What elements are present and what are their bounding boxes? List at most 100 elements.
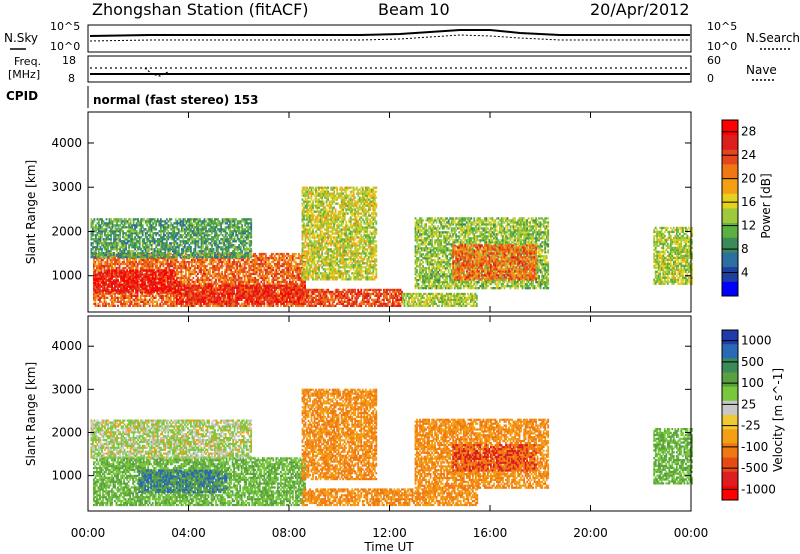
power-cells-cell-0 [98,269,100,271]
power-cells-cell-0 [202,277,204,279]
noise-left-tick-bottom: 10^0 [50,40,80,53]
power-cells-cell-0 [158,305,160,307]
power-cells-cell-0 [149,299,151,301]
power-cells-cell-0 [137,303,139,305]
power-cells-cell-0 [129,259,131,261]
power-cells-cell-0 [191,263,193,265]
power-cells-cell-0 [205,281,207,283]
power-cells-cell-0 [158,267,160,269]
power-cells-cell-0 [149,303,151,305]
power-cells-cell-0 [162,297,164,299]
power-cells-cell-0 [131,297,133,299]
power-cells-cell-0 [126,303,128,305]
power-cells-cell-0 [95,261,97,263]
power-cells-cell-0 [125,267,127,269]
power-cells-cell-0 [197,261,199,263]
power-cells-cell-0 [143,267,145,269]
power-cells-cell-0 [119,261,121,263]
power-cells-cell-0 [131,303,133,305]
freq-right-tick-bottom: 0 [707,72,714,85]
power-cells-cell-0 [98,259,100,261]
power-cells-cell-0 [98,267,100,269]
power-cells-cell-0 [107,259,109,261]
power-cells-cell-0 [218,281,220,283]
power-cells-cell-0 [203,263,205,265]
power-cells-cell-0 [214,277,216,279]
beam-label: Beam 10 [378,0,450,19]
power-cells-cell-0 [111,265,113,267]
power-cells-cell-0 [205,267,207,269]
power-cells-cell-0 [98,299,100,301]
power-cells-cell-0 [137,297,139,299]
power-cells-cell-0 [167,303,169,305]
power-cells-cell-0 [123,259,125,261]
power-cells-cell-0 [98,303,100,305]
power-cells-cell-0 [206,275,208,277]
power-cells-cell-0 [131,301,133,303]
power-cells-cell-0 [182,271,184,273]
power-cells-cell-0 [102,259,104,261]
power-cells-cell-0 [105,301,107,303]
power-cells-cell-0 [101,269,103,271]
power-cells-cell-0 [138,303,140,305]
power-cells-cell-0 [218,267,220,269]
power-cells-cell-0 [135,259,137,261]
power-cells-cell-0 [98,297,100,299]
power-cells-cell-0 [215,279,217,281]
power-cells-cell-0 [206,265,208,267]
power-cells-cell-0 [119,259,121,261]
power-cells-cell-0 [98,261,100,263]
power-cells-cell-0 [177,277,179,279]
power-cells-cell-0 [119,265,121,267]
power-cells-cell-0 [185,265,187,267]
power-cells-cell-0 [185,263,187,265]
power-cells-cell-0 [218,275,220,277]
power-cells-cell-0 [196,263,198,265]
power-cells-cell-0 [190,275,192,277]
power-cells-cell-0 [181,279,183,281]
power-cells-cell-0 [167,259,169,261]
power-cells-cell-0 [159,303,161,305]
power-cells-cell-0 [95,301,97,303]
power-cells-cell-0 [162,299,164,301]
power-cells-cell-0 [176,305,178,307]
power-cells-cell-0 [95,263,97,265]
power-cells-cell-0 [200,267,202,269]
power-cells-cell-0 [98,265,100,267]
power-cells-cell-0 [107,297,109,299]
power-cells-cell-0 [114,305,116,307]
power-cells-cell-0 [155,297,157,299]
power-cells-cell-0 [104,299,106,301]
power-cells-cell-0 [140,297,142,299]
power-cells-cell-0 [119,267,121,269]
power-cells-cell-0 [158,259,160,261]
power-cells-cell-0 [220,279,222,281]
freq-left-tick-bottom: 8 [68,72,75,85]
power-cells-cell-0 [188,263,190,265]
power-cells-cell-0 [177,265,179,267]
power-cells-cell-0 [120,301,122,303]
power-cells-cell-0 [161,301,163,303]
power-cells-cell-0 [206,259,208,261]
power-cells-cell-0 [144,305,146,307]
power-cells-cell-0 [162,265,164,267]
power-cells-cell-0 [181,273,183,275]
power-cells-cell-0 [217,265,219,267]
power-cells-cell-0 [194,259,196,261]
power-cells-cell-0 [159,267,161,269]
power-cells-cell-0 [199,289,201,291]
power-cells-cell-0 [194,265,196,267]
power-cells-cell-0 [215,261,217,263]
power-cells-cell-0 [129,305,131,307]
power-cells-cell-0 [218,277,220,279]
power-cells-cell-0 [113,303,115,305]
power-cells-cell-0 [108,303,110,305]
noise-left-tick-top: 10^5 [50,20,80,33]
power-cells-cell-0 [162,261,164,263]
power-cells-cell-0 [156,301,158,303]
power-cells-cell-0 [218,269,220,271]
power-cells-cell-0 [197,281,199,283]
power-cells-cell-0 [117,297,119,299]
power-cells-cell-0 [173,299,175,301]
power-cells-cell-0 [123,261,125,263]
